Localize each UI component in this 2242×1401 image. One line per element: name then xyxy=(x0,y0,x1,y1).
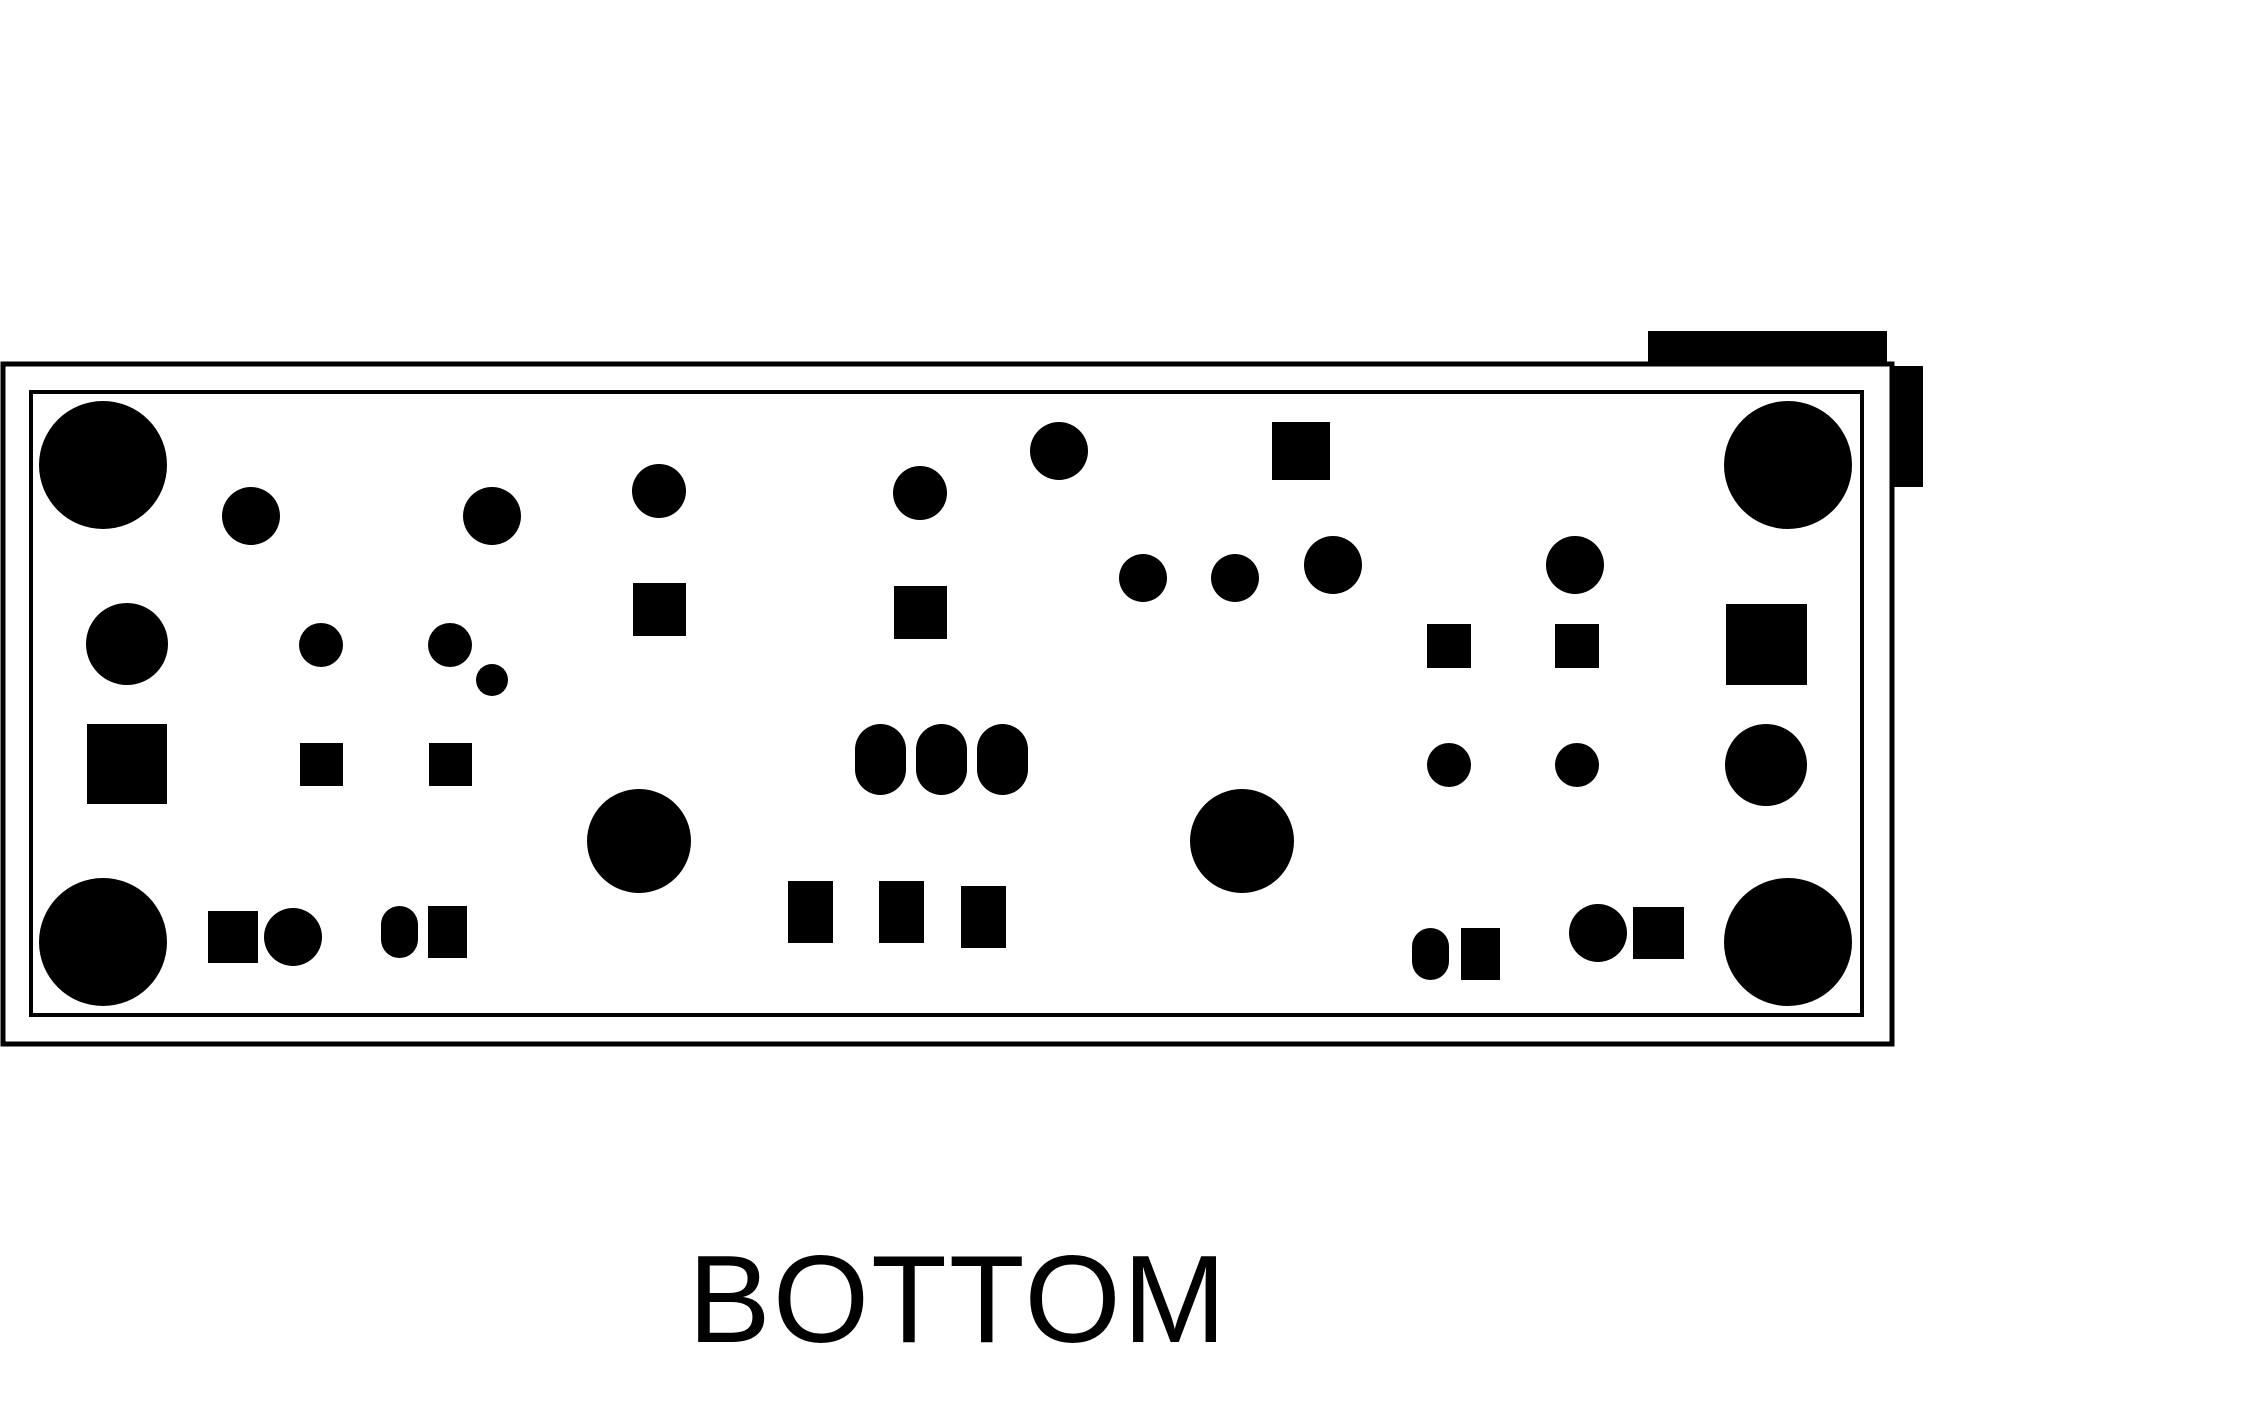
pad-round xyxy=(428,623,472,667)
pad-round xyxy=(1119,554,1167,602)
pad-oval xyxy=(855,724,906,795)
pad-round xyxy=(86,603,168,685)
board-inner-outline xyxy=(29,390,1864,1017)
pad-round xyxy=(1546,536,1604,594)
pad-square xyxy=(1461,928,1500,980)
pad-square xyxy=(300,743,343,786)
pad-round xyxy=(1304,536,1362,594)
pad-round xyxy=(1030,422,1088,480)
pad-round xyxy=(632,464,686,518)
pad-square xyxy=(1427,624,1471,668)
pad-rect xyxy=(788,881,833,943)
pad-round xyxy=(1427,743,1471,787)
pad-square xyxy=(633,583,686,636)
pad-round xyxy=(1725,724,1807,806)
mounting-hole-mid-right xyxy=(1190,789,1294,893)
pad-square xyxy=(429,743,472,786)
pad-rect xyxy=(961,886,1006,948)
pad-square xyxy=(1726,604,1807,685)
board-outer-outline xyxy=(0,361,1895,1047)
pad-square xyxy=(1272,422,1330,480)
pad-round xyxy=(463,487,521,545)
pad-round xyxy=(893,466,947,520)
pad-oval xyxy=(381,906,418,958)
mounting-hole-top-left xyxy=(39,401,167,529)
pad-oval xyxy=(1412,928,1449,980)
pad-round xyxy=(476,664,508,696)
pad-square xyxy=(87,724,167,804)
pad-round xyxy=(1211,554,1259,602)
pad-round xyxy=(1569,904,1627,962)
connector-tab-side xyxy=(1892,366,1923,487)
pad-rect xyxy=(879,881,924,943)
pad-square xyxy=(208,911,258,963)
mounting-hole-bottom-right xyxy=(1724,878,1852,1006)
pad-square xyxy=(894,586,947,639)
pad-round xyxy=(299,623,343,667)
connector-tab-top xyxy=(1648,331,1887,364)
pad-oval xyxy=(977,724,1028,795)
mounting-hole-bottom-left xyxy=(39,878,167,1006)
pad-oval xyxy=(916,724,967,795)
pad-round xyxy=(1555,743,1599,787)
pad-round xyxy=(264,908,322,966)
mounting-hole-top-right xyxy=(1724,401,1852,529)
board-side-label: BOTTOM xyxy=(688,1231,1229,1369)
mounting-hole-mid-left xyxy=(587,789,691,893)
pad-round xyxy=(222,487,280,545)
pad-square xyxy=(428,906,467,958)
pad-square xyxy=(1633,907,1684,959)
pad-square xyxy=(1555,624,1599,668)
